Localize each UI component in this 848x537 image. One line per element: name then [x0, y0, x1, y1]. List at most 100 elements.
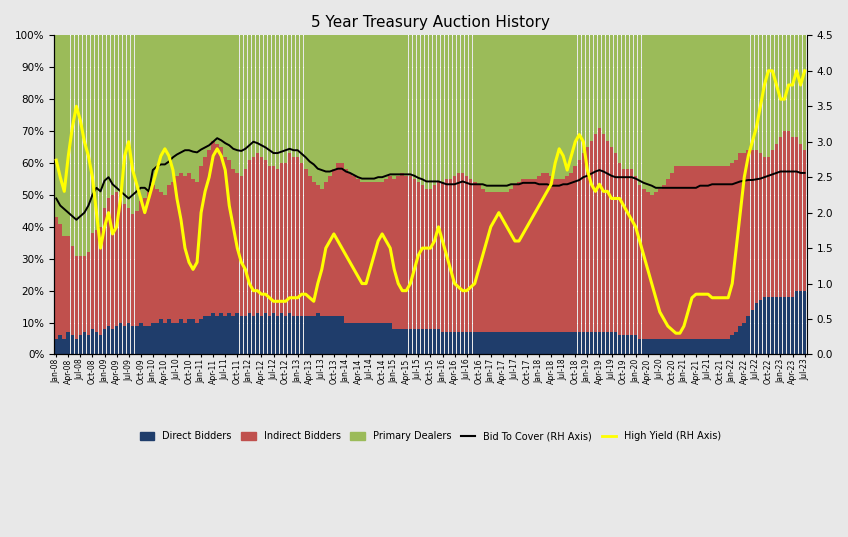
- Bar: [372, 182, 376, 323]
- Bar: [215, 316, 219, 354]
- Bar: [718, 338, 722, 354]
- Bar: [598, 332, 601, 354]
- Bar: [750, 35, 754, 150]
- Bar: [409, 35, 412, 176]
- Bid To Cover (RH Axis): [220, 140, 231, 147]
- Bar: [368, 182, 372, 323]
- Bar: [207, 35, 211, 150]
- Bar: [522, 35, 525, 179]
- Bar: [155, 35, 159, 188]
- Bar: [650, 338, 654, 354]
- Bar: [123, 326, 126, 354]
- Bar: [211, 35, 215, 141]
- Bar: [622, 35, 625, 169]
- Bar: [727, 35, 730, 166]
- Bar: [54, 338, 58, 354]
- Bar: [444, 179, 449, 332]
- Bar: [714, 338, 718, 354]
- Bar: [545, 35, 549, 172]
- Bar: [739, 35, 742, 154]
- Bar: [759, 300, 762, 354]
- Bar: [437, 182, 440, 329]
- Bar: [646, 35, 650, 192]
- Bar: [477, 35, 481, 185]
- Bar: [59, 35, 62, 223]
- Bar: [103, 329, 106, 354]
- Bar: [86, 252, 90, 335]
- Bar: [638, 185, 641, 338]
- Bar: [412, 179, 416, 329]
- Bar: [762, 35, 767, 157]
- Bar: [324, 182, 327, 316]
- Bar: [702, 35, 706, 166]
- Bar: [662, 338, 666, 354]
- Bar: [566, 332, 569, 354]
- Bar: [662, 185, 666, 338]
- Bar: [654, 35, 657, 192]
- Bar: [259, 316, 263, 354]
- Bar: [381, 35, 384, 182]
- Bar: [421, 35, 424, 185]
- Bar: [320, 35, 324, 188]
- Bar: [529, 35, 533, 179]
- Bar: [533, 179, 537, 332]
- Bar: [778, 35, 783, 137]
- Bar: [473, 182, 477, 332]
- Bar: [195, 182, 199, 323]
- Bar: [642, 188, 645, 338]
- Bar: [151, 35, 154, 185]
- Bar: [284, 163, 287, 316]
- Bar: [465, 176, 468, 332]
- High Yield (RH Axis): [80, 139, 90, 145]
- Bar: [538, 35, 541, 176]
- Bar: [86, 35, 90, 252]
- Bar: [541, 35, 545, 172]
- Bar: [799, 35, 802, 144]
- Bar: [139, 201, 142, 323]
- Bar: [396, 35, 400, 176]
- Bar: [388, 176, 392, 323]
- Bar: [223, 316, 227, 354]
- Bar: [356, 179, 360, 323]
- Bar: [393, 179, 396, 329]
- Bar: [296, 35, 299, 157]
- High Yield (RH Axis): [212, 146, 222, 152]
- Bar: [356, 35, 360, 179]
- Bar: [199, 320, 203, 354]
- Bar: [666, 179, 670, 338]
- Bar: [248, 35, 251, 160]
- Bar: [400, 329, 404, 354]
- Bar: [103, 208, 106, 329]
- Bar: [421, 329, 424, 354]
- Bar: [119, 35, 122, 195]
- Bar: [746, 316, 750, 354]
- Bar: [449, 179, 452, 332]
- Bar: [79, 256, 82, 335]
- Bar: [633, 35, 638, 176]
- Bar: [377, 323, 380, 354]
- Bar: [489, 192, 493, 332]
- Bar: [304, 169, 308, 316]
- Bar: [441, 35, 444, 182]
- Bar: [666, 35, 670, 179]
- Bar: [66, 332, 70, 354]
- Bar: [163, 35, 167, 195]
- Bar: [670, 338, 673, 354]
- Bar: [183, 323, 187, 354]
- Bar: [227, 160, 231, 313]
- Bar: [328, 35, 332, 176]
- Bar: [541, 172, 545, 332]
- Bar: [460, 172, 465, 332]
- Bar: [243, 35, 247, 169]
- Bar: [159, 320, 163, 354]
- Bar: [248, 313, 251, 354]
- Bar: [441, 332, 444, 354]
- Bar: [404, 35, 408, 176]
- Bar: [352, 323, 356, 354]
- Bar: [292, 35, 295, 157]
- Bar: [349, 172, 352, 323]
- Bar: [123, 205, 126, 326]
- Bar: [300, 316, 304, 354]
- High Yield (RH Axis): [763, 68, 773, 74]
- Bar: [223, 157, 227, 316]
